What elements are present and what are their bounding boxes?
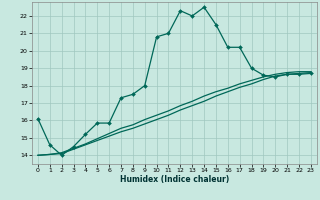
X-axis label: Humidex (Indice chaleur): Humidex (Indice chaleur)	[120, 175, 229, 184]
